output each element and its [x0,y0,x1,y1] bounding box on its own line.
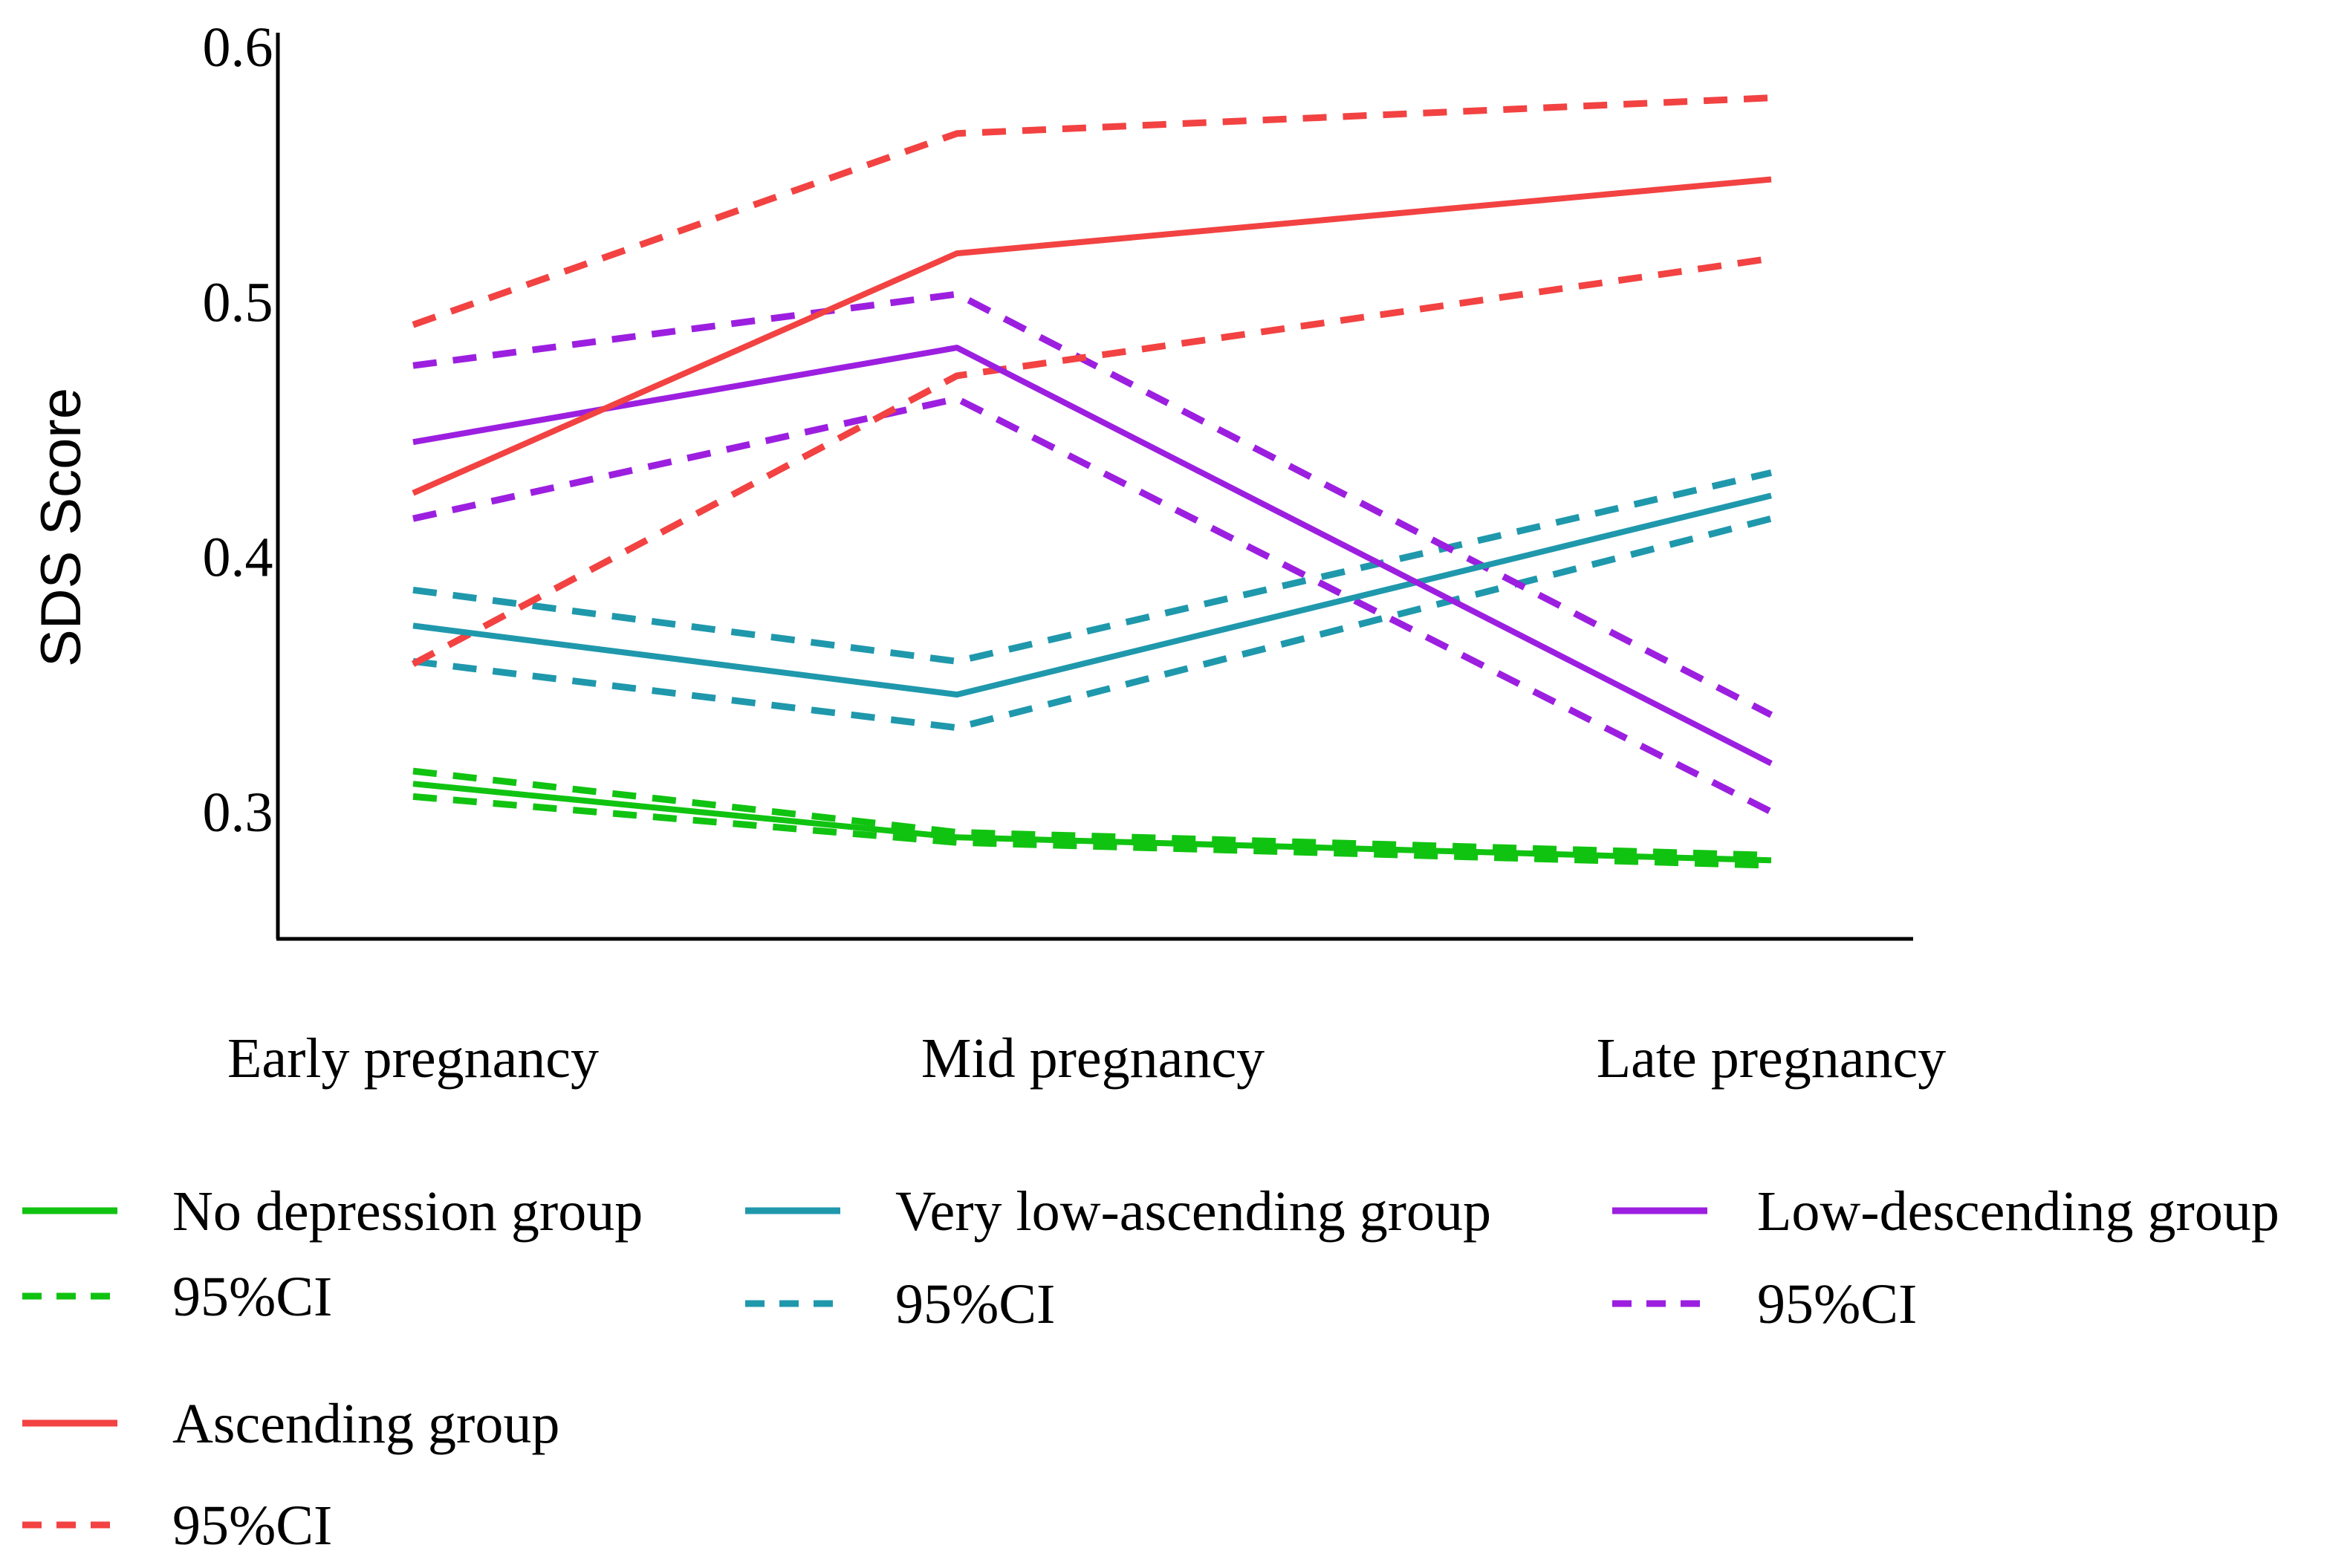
axes [276,33,1913,941]
legend-label: 95%CI [1757,1273,1917,1336]
legend-label: 95%CI [172,1266,332,1328]
ci-line-low-descending-group-lower [412,395,1773,816]
legend-label: Ascending group [172,1393,559,1455]
ci-line-no-depression-group-upper [412,767,1772,859]
y-axis-label: SDS Score [30,388,93,667]
legend-label: Very low-ascending group [895,1180,1491,1243]
ci-line-no-depression-group-lower [412,793,1772,869]
legend-label: 95%CI [895,1273,1055,1336]
legend-item: 95%CI [22,1494,332,1557]
legend-label: 95%CI [172,1494,332,1557]
ci-line-low-descending-group-upper [412,290,1773,718]
ci-line-ascending-group-lower [411,255,1772,667]
legend-item: Ascending group [22,1393,559,1455]
legend-label: Low-descending group [1757,1180,2279,1243]
legend-item: Low-descending group [1612,1180,2279,1243]
legend-item: No depression group [22,1180,643,1243]
series-line-low-descending-group [412,345,1773,767]
legend-label: No depression group [172,1180,643,1243]
ci-line-very-low-ascending-group-lower [412,515,1773,732]
legend: No depression group 95%CI Very low-ascendi… [22,1180,2279,1557]
series-line-no-depression-group [412,781,1772,864]
series-line-ascending-group [412,176,1772,496]
y-tick-label: 0.5 [203,271,273,334]
y-tick-label: 0.6 [203,16,273,79]
x-category-label: Late pregnancy [1597,1027,1947,1090]
y-tick-label: 0.3 [203,781,273,844]
series-layer [411,94,1773,869]
legend-item: 95%CI [745,1273,1055,1336]
x-category-label: Mid pregnancy [921,1027,1265,1090]
series-line-very-low-ascending-group [412,492,1772,698]
y-tick-label: 0.4 [203,527,273,589]
ci-line-very-low-ascending-group-upper [412,469,1773,665]
legend-item: 95%CI [22,1266,332,1328]
x-category-label: Early pregnancy [227,1027,599,1090]
y-ticks: 0.3 0.4 0.5 0.6 [203,16,273,844]
ci-line-ascending-group-upper [412,94,1772,328]
x-categories: Early pregnancy Mid pregnancy Late pregnan… [227,1027,1946,1090]
legend-item: Very low-ascending group [745,1180,1491,1243]
legend-item: 95%CI [1612,1273,1917,1336]
